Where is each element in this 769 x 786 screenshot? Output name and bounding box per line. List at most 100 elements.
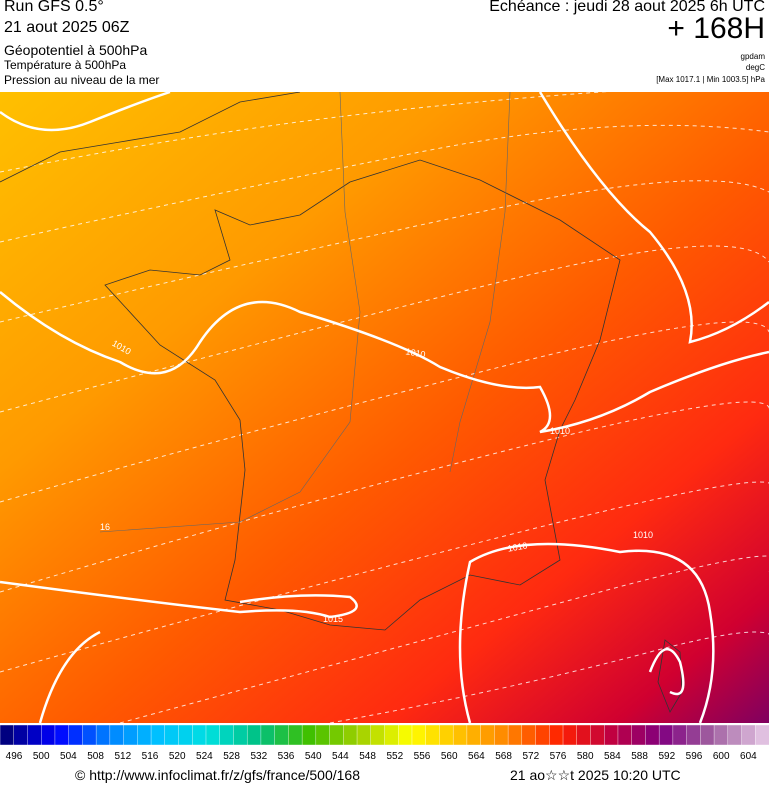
scale-label: 548 bbox=[359, 751, 376, 762]
color-swatch bbox=[356, 724, 372, 746]
contour-label: 1015 bbox=[323, 614, 343, 624]
color-swatch bbox=[301, 724, 317, 746]
color-swatch bbox=[658, 724, 674, 746]
scale-label: 564 bbox=[468, 751, 485, 762]
unit: degC bbox=[745, 63, 765, 72]
color-swatch bbox=[13, 724, 29, 746]
scale-label: 496 bbox=[6, 751, 23, 762]
scale-label: 604 bbox=[740, 751, 757, 762]
color-swatch bbox=[480, 724, 496, 746]
contour-label: 1010 bbox=[507, 540, 528, 553]
color-swatch bbox=[82, 724, 97, 746]
color-swatch bbox=[109, 724, 125, 746]
color-swatch bbox=[205, 724, 221, 746]
footer-url: © http://www.infoclimat.fr/z/gfs/france/… bbox=[75, 767, 360, 783]
color-swatch bbox=[288, 724, 303, 746]
scale-label: 500 bbox=[33, 751, 50, 762]
scale-label: 524 bbox=[196, 751, 213, 762]
color-swatch bbox=[549, 724, 564, 746]
scale-label: 504 bbox=[60, 751, 77, 762]
coastline bbox=[0, 92, 683, 713]
scale-label: 568 bbox=[495, 751, 512, 762]
scale-label: 588 bbox=[631, 751, 648, 762]
color-swatch bbox=[219, 724, 235, 746]
scale-label: 572 bbox=[522, 751, 539, 762]
color-swatch bbox=[576, 724, 592, 746]
color-swatch bbox=[329, 724, 345, 746]
color-swatch bbox=[727, 724, 743, 746]
scale-label: 520 bbox=[169, 751, 186, 762]
color-swatch bbox=[246, 724, 262, 746]
color-swatch bbox=[95, 724, 111, 746]
color-swatch bbox=[425, 724, 441, 746]
color-swatch bbox=[672, 724, 688, 746]
color-swatch bbox=[123, 724, 139, 746]
color-scale: 496 500 504 508 512 516 520 524 528 532 536 540 544 5… bbox=[0, 724, 769, 762]
color-swatch bbox=[315, 724, 331, 746]
contour-label: 1010 bbox=[550, 426, 570, 436]
scale-label: 544 bbox=[332, 751, 349, 762]
color-swatch bbox=[535, 724, 550, 746]
color-swatch bbox=[686, 724, 702, 746]
color-swatch bbox=[494, 724, 509, 746]
scale-label: 552 bbox=[386, 751, 403, 762]
color-swatch bbox=[192, 724, 207, 746]
color-swatch bbox=[137, 724, 152, 746]
unit: gpdam bbox=[740, 52, 765, 61]
temperature-contours bbox=[0, 92, 769, 723]
color-swatch bbox=[0, 724, 15, 746]
scale-label: 560 bbox=[441, 751, 458, 762]
isobars bbox=[0, 92, 769, 723]
color-swatch bbox=[370, 724, 386, 746]
scale-label: 536 bbox=[278, 751, 295, 762]
contour-label: 1010 bbox=[405, 346, 426, 359]
color-swatch bbox=[150, 724, 166, 746]
color-swatch bbox=[233, 724, 248, 746]
color-swatch bbox=[68, 724, 84, 746]
color-swatch bbox=[466, 724, 482, 746]
borders bbox=[99, 92, 511, 533]
color-swatch bbox=[343, 724, 358, 746]
scale-label: 532 bbox=[250, 751, 267, 762]
scale-label: 584 bbox=[604, 751, 621, 762]
color-swatch bbox=[260, 724, 276, 746]
color-swatch bbox=[164, 724, 180, 746]
contour-label: 1010 bbox=[633, 530, 653, 540]
color-swatch bbox=[27, 724, 42, 746]
lead: + 168H bbox=[667, 12, 765, 45]
field: Température à 500hPa bbox=[4, 58, 127, 72]
color-swatch bbox=[274, 724, 290, 746]
contour-label: 16 bbox=[100, 522, 110, 532]
color-swatch bbox=[178, 724, 193, 746]
scale-label: 576 bbox=[550, 751, 567, 762]
color-swatch bbox=[631, 724, 647, 746]
color-swatch bbox=[713, 724, 729, 746]
color-swatch bbox=[755, 724, 769, 746]
color-swatch bbox=[398, 724, 413, 746]
color-swatch bbox=[590, 724, 605, 746]
scale-label: 528 bbox=[223, 751, 240, 762]
valid: Echéance : jeudi 28 aout 2025 6h UTC bbox=[489, 0, 765, 15]
color-swatch bbox=[54, 724, 70, 746]
color-swatch bbox=[617, 724, 633, 746]
scale-label: 556 bbox=[414, 751, 431, 762]
scale-label: 600 bbox=[713, 751, 730, 762]
scale-label: 516 bbox=[142, 751, 159, 762]
color-swatch bbox=[741, 724, 756, 746]
scale-label: 596 bbox=[686, 751, 703, 762]
color-swatch bbox=[384, 724, 399, 746]
color-swatch bbox=[521, 724, 537, 746]
color-swatch bbox=[700, 724, 715, 746]
footer-stamp: 21 ao☆☆t 2025 10:20 UTC bbox=[510, 767, 681, 783]
scale-label: 580 bbox=[577, 751, 594, 762]
range: [Max 1017.1 | Min 1003.5] hPa bbox=[656, 75, 765, 84]
color-swatch bbox=[645, 724, 660, 746]
color-swatch bbox=[411, 724, 427, 746]
run-date: 21 aout 2025 06Z bbox=[4, 19, 130, 36]
field: Géopotentiel à 500hPa bbox=[4, 42, 148, 58]
color-swatch bbox=[562, 724, 578, 746]
color-swatch bbox=[439, 724, 454, 746]
scale-label: 592 bbox=[658, 751, 675, 762]
